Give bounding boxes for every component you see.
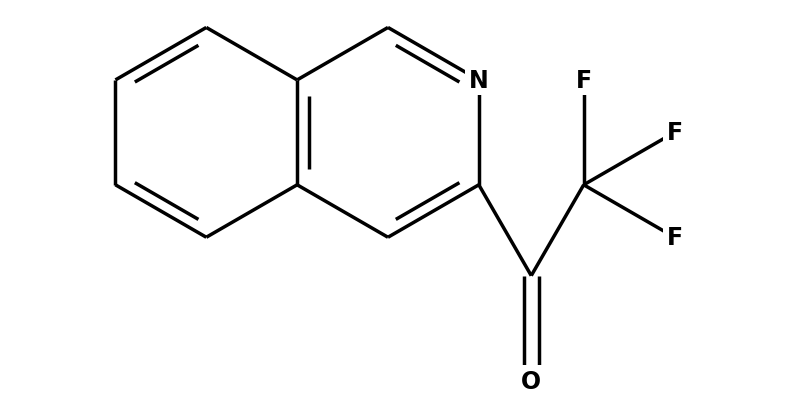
- Text: F: F: [667, 121, 683, 145]
- Text: F: F: [667, 226, 683, 249]
- Text: O: O: [521, 369, 541, 393]
- Text: F: F: [576, 69, 592, 93]
- Text: N: N: [469, 69, 489, 93]
